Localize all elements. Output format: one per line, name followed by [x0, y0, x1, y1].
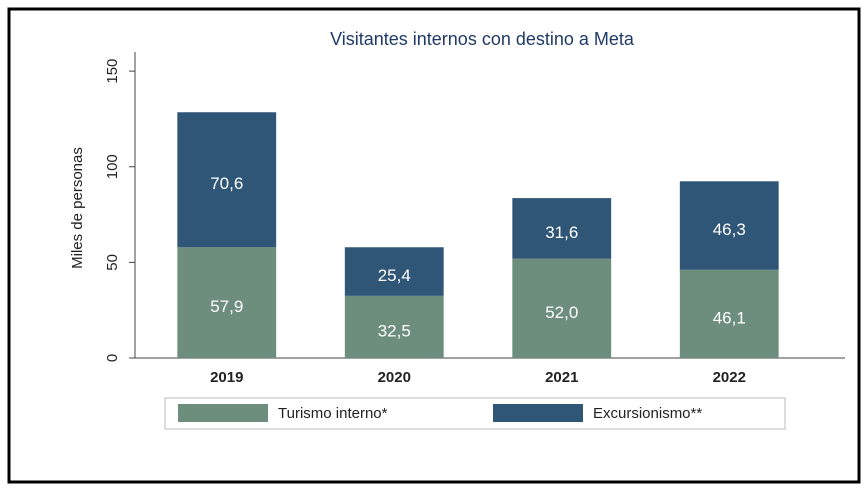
y-tick-label: 0 — [104, 354, 121, 362]
bar-segment — [679, 181, 779, 270]
bar-segment — [512, 258, 612, 358]
y-tick-label: 50 — [104, 254, 121, 271]
x-tick-label: 2019 — [210, 369, 243, 386]
x-tick-label: 2020 — [378, 369, 411, 386]
value-label: 52,0 — [545, 303, 578, 322]
legend-swatch — [493, 404, 583, 422]
bar-segment — [344, 295, 444, 358]
y-tick-label: 100 — [104, 154, 121, 179]
frame — [7, 7, 861, 484]
chart-title: Visitantes internos con destino a Meta — [330, 29, 635, 49]
y-axis-label: Miles de personas — [69, 147, 86, 269]
value-label: 32,5 — [378, 321, 411, 340]
legend-swatch — [178, 404, 268, 422]
bar-segment — [679, 269, 779, 358]
legend-label: Excursionismo** — [593, 405, 702, 422]
value-label: 46,3 — [713, 220, 746, 239]
bar-segment — [344, 247, 444, 296]
value-label: 57,9 — [210, 297, 243, 316]
value-label: 70,6 — [210, 174, 243, 193]
value-label: 25,4 — [378, 266, 411, 285]
value-label: 46,1 — [713, 308, 746, 327]
x-tick-label: 2021 — [545, 369, 578, 386]
bar-segment — [512, 198, 612, 259]
y-tick-label: 150 — [104, 59, 121, 84]
legend-label: Turismo interno* — [278, 405, 388, 422]
bar-segment — [177, 247, 277, 358]
legend-box — [164, 397, 786, 430]
x-tick-label: 2022 — [713, 369, 746, 386]
bar-segment — [177, 112, 277, 248]
value-label: 31,6 — [545, 223, 578, 242]
